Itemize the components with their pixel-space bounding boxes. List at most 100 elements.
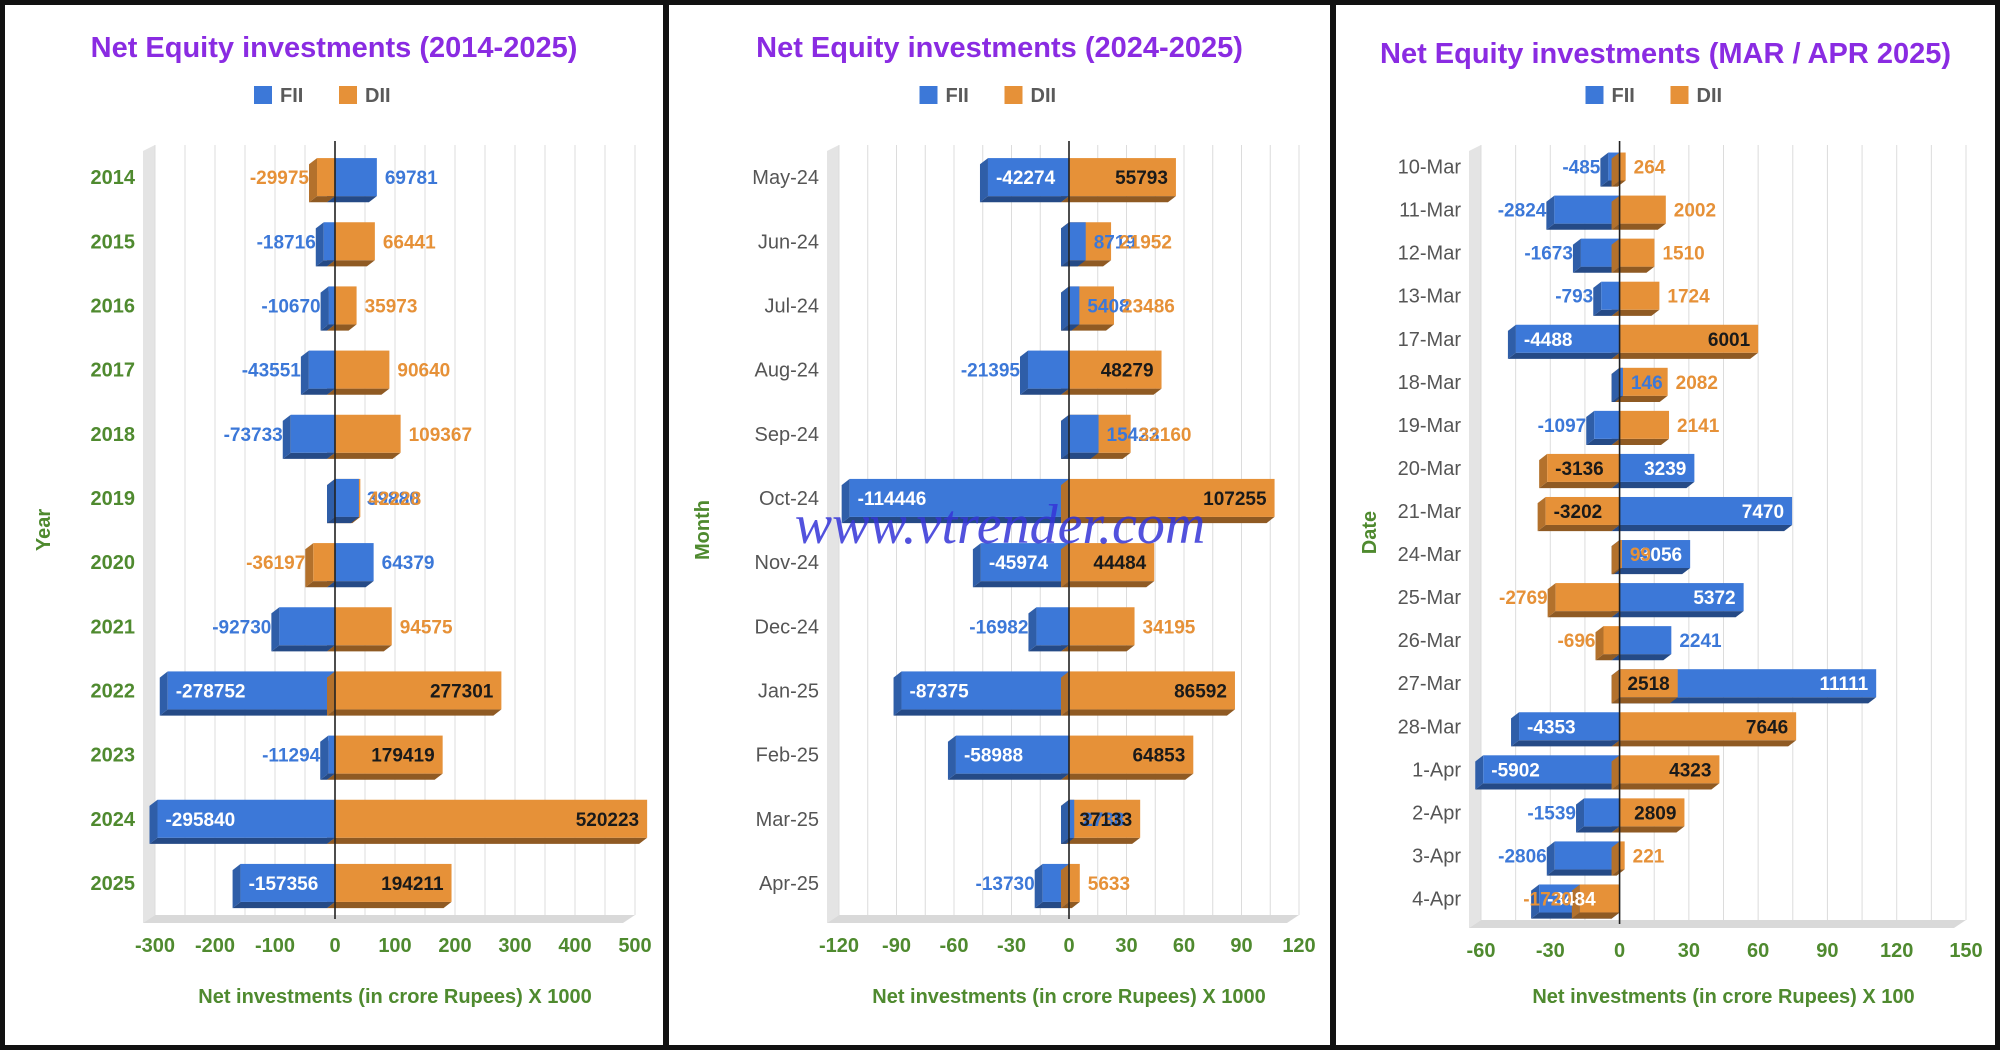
bar-fii-depth <box>1061 260 1086 267</box>
data-label-dii: 2518 <box>1627 674 1669 695</box>
data-label-dii: 2082 <box>1676 373 1718 394</box>
bar-fii-depth <box>1507 352 1620 359</box>
bar-dii <box>313 543 335 582</box>
data-label-dii: 35973 <box>365 296 418 317</box>
category-group: 2241 -696 <box>1557 626 1722 661</box>
bar-fii-side <box>300 350 309 395</box>
category-label: Aug-24 <box>755 360 820 382</box>
gridlines <box>838 145 1300 915</box>
x-tick-label: 0 <box>1063 935 1074 957</box>
category-label: Oct-24 <box>759 488 819 510</box>
legend-swatch-dii <box>1004 86 1023 104</box>
bar-fii-side <box>315 222 324 267</box>
data-label-dii: 2141 <box>1677 416 1720 437</box>
bar-dii <box>335 286 357 325</box>
data-label-dii: 32160 <box>1139 425 1192 446</box>
bar-fii-depth <box>1572 266 1620 273</box>
plot-side-wall <box>1469 145 1481 928</box>
data-label-dii: 264 <box>1634 158 1666 179</box>
x-tick-label: -100 <box>255 935 295 957</box>
data-label-fii: -10670 <box>261 296 320 317</box>
bar-dii-depth <box>1539 481 1620 489</box>
category-group: -157356 194211 <box>232 863 452 909</box>
x-tick-label: -200 <box>195 935 235 957</box>
bar-dii-depth <box>1547 611 1620 618</box>
x-tick-label: -30 <box>997 935 1026 957</box>
x-tick-label: 120 <box>1880 940 1913 962</box>
bar-fii-side <box>972 543 981 588</box>
data-label-dii: 107255 <box>1203 489 1267 510</box>
data-label-dii: -696 <box>1557 631 1595 652</box>
data-label-fii: -278752 <box>176 681 246 702</box>
data-label-dii: -1720 <box>1523 889 1572 910</box>
category-group: -1673 1510 <box>1524 238 1705 273</box>
bar-dii-depth <box>1061 581 1155 588</box>
bar-fii-side <box>893 671 902 716</box>
legend-label-dii: DII <box>1031 85 1057 107</box>
data-label-fii: 8719 <box>1094 232 1136 253</box>
category-group: -2824 2002 <box>1498 195 1716 230</box>
category-label: May-24 <box>752 167 819 189</box>
data-label-dii: 520223 <box>576 810 639 831</box>
category-label: 4-Apr <box>1412 888 1461 910</box>
bar-fii <box>335 543 374 582</box>
x-tick-label: 150 <box>1949 940 1982 962</box>
data-label-fii: -2824 <box>1498 201 1547 222</box>
data-label-fii: -13730 <box>976 874 1035 895</box>
bar-dii-side <box>1061 543 1069 588</box>
bar-fii <box>167 671 335 710</box>
data-label-dii: 66441 <box>383 232 436 253</box>
bar-dii-side <box>1611 540 1620 575</box>
bar-dii-depth <box>327 452 401 459</box>
bar-fii-side <box>232 863 241 909</box>
bar-dii-side <box>1061 863 1069 909</box>
data-label-fii: -18716 <box>257 232 316 253</box>
bar-dii-side <box>1061 478 1069 524</box>
category-label: 2016 <box>91 295 136 317</box>
bar-fii-side <box>1019 350 1028 395</box>
bar-dii <box>1619 669 1678 698</box>
data-label-fii: -2806 <box>1498 846 1547 867</box>
bar-fii-side <box>1546 195 1555 230</box>
category-group: -5902 4323 <box>1475 755 1720 790</box>
bar-dii-depth <box>1611 438 1670 446</box>
y-axis-title: Date <box>1359 511 1381 554</box>
x-tick-label: -300 <box>135 935 175 957</box>
category-label: Sep-24 <box>755 424 820 446</box>
category-group: 7470 -3202 <box>1537 496 1793 532</box>
category-group: -1539 2809 <box>1527 798 1685 833</box>
data-label-fii: 5372 <box>1693 588 1735 609</box>
category-group: -92730 94575 <box>212 607 453 652</box>
bar-dii-depth <box>327 837 648 844</box>
bar-dii <box>1619 152 1626 181</box>
bar-fii <box>1619 626 1672 655</box>
category-group: -43551 90640 <box>242 350 450 395</box>
legend-swatch-fii <box>254 86 272 104</box>
bar-fii <box>1594 410 1620 439</box>
category-label: 2015 <box>91 231 136 253</box>
category-label: Mar-25 <box>756 809 819 831</box>
data-label-fii: -1097 <box>1538 416 1587 437</box>
bar-fii <box>1619 540 1691 569</box>
bar-dii <box>1619 324 1759 353</box>
bar-dii <box>1545 496 1620 525</box>
category-group: 5372 -2769 <box>1499 583 1744 618</box>
bar-fii-depth <box>1611 524 1793 532</box>
category-group: 3239 -3136 <box>1539 453 1695 489</box>
category-group: 64379 -36197 <box>246 543 434 588</box>
bar-dii-depth <box>1061 709 1235 716</box>
category-label: 20-Mar <box>1398 458 1462 480</box>
bar-fii-depth <box>1576 826 1620 833</box>
x-tick-label: -30 <box>1536 940 1565 962</box>
data-label-dii: 194211 <box>381 874 444 895</box>
category-group: -1097 2141 <box>1538 410 1720 446</box>
bar-fii-depth <box>1586 438 1620 446</box>
category-group: -4353 7646 <box>1511 712 1797 747</box>
data-label-dii: 6001 <box>1708 330 1751 351</box>
bar-dii <box>1619 238 1655 267</box>
data-label-dii: -2769 <box>1499 588 1548 609</box>
bar-fii <box>290 414 335 453</box>
category-group: -11294 179419 <box>262 735 443 780</box>
